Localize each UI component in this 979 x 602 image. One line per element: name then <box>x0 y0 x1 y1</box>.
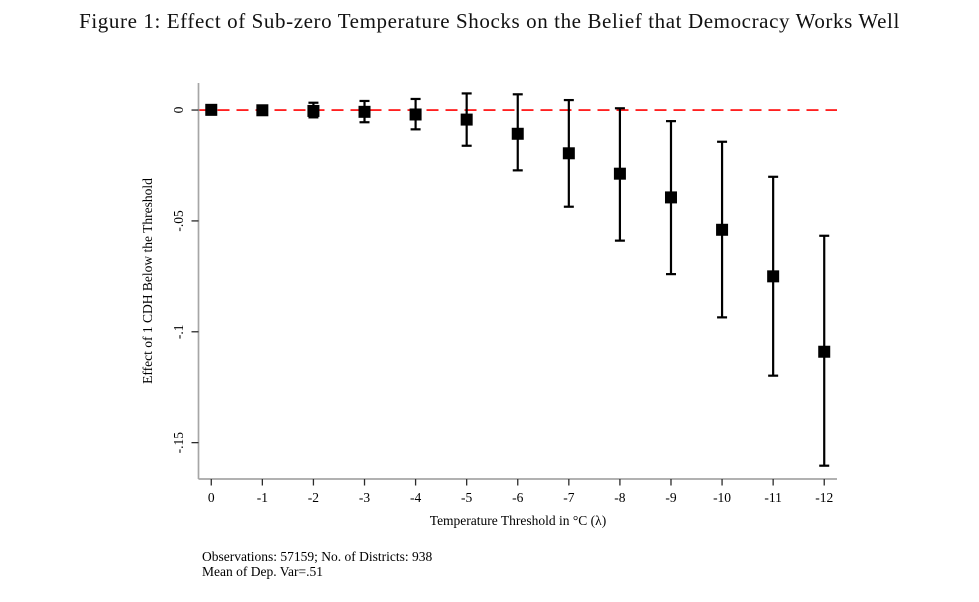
estimate-marker <box>716 223 729 236</box>
estimate-marker <box>307 104 320 117</box>
estimate-marker <box>767 270 780 283</box>
note-mean-dep-var: Mean of Dep. Var=.51 <box>202 563 323 579</box>
x-tick-label: -8 <box>614 490 625 505</box>
figure-caption: Figure 1: Effect of Sub-zero Temperature… <box>79 9 900 33</box>
x-tick-label: 0 <box>208 490 215 505</box>
x-tick-label: -5 <box>461 490 472 505</box>
y-tick-label: -.1 <box>171 324 186 339</box>
estimate-marker <box>409 108 422 121</box>
estimate-marker <box>664 191 677 204</box>
y-tick-label: -.15 <box>171 432 186 454</box>
x-tick-label: -10 <box>713 490 731 505</box>
x-tick-label: -3 <box>359 490 370 505</box>
x-tick-label: -9 <box>665 490 676 505</box>
x-tick-label: -11 <box>764 490 782 505</box>
x-tick-label: -12 <box>815 490 833 505</box>
y-tick-label: 0 <box>171 106 186 113</box>
x-tick-label: -4 <box>410 490 421 505</box>
estimate-marker <box>562 147 575 160</box>
estimate-marker <box>256 104 269 117</box>
estimate-marker <box>205 103 218 116</box>
y-tick-label: -.05 <box>171 210 186 232</box>
estimate-marker <box>613 167 626 180</box>
estimate-marker <box>818 345 831 358</box>
x-tick-label: -2 <box>308 490 319 505</box>
x-tick-label: -1 <box>257 490 268 505</box>
figure-notes: Observations: 57159; No. of Districts: 9… <box>202 549 433 579</box>
x-axis-title: Temperature Threshold in °C (λ) <box>429 513 607 528</box>
estimate-marker <box>358 105 371 118</box>
estimate-marker <box>511 127 524 140</box>
x-tick-label: -7 <box>563 490 574 505</box>
note-observations: Observations: 57159; No. of Districts: 9… <box>202 549 433 564</box>
x-tick-label: -6 <box>512 490 523 505</box>
y-axis-title: Effect of 1 CDH Below the Threshold <box>140 178 155 384</box>
estimate-marker <box>460 113 473 126</box>
